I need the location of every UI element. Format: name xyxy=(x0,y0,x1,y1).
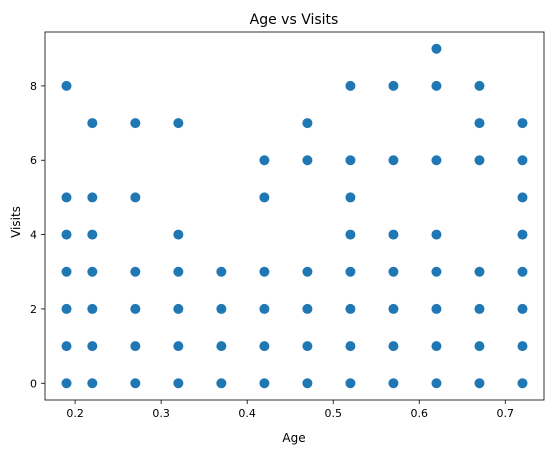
data-point xyxy=(517,155,528,166)
data-point xyxy=(431,266,442,277)
x-tick-label: 0.5 xyxy=(324,407,342,420)
data-point xyxy=(388,80,399,91)
chart-title: Age vs Visits xyxy=(250,12,339,28)
x-axis-label: Age xyxy=(282,431,305,445)
data-points xyxy=(61,43,528,389)
x-tick-label: 0.4 xyxy=(238,407,256,420)
plot-frame xyxy=(44,31,545,401)
data-point xyxy=(474,303,485,314)
x-tick-label: 0.2 xyxy=(66,407,84,420)
data-point xyxy=(431,378,442,389)
data-point xyxy=(302,155,313,166)
data-point xyxy=(517,341,528,352)
data-point xyxy=(130,118,141,129)
data-point xyxy=(474,155,485,166)
data-point xyxy=(259,378,270,389)
data-point xyxy=(259,303,270,314)
data-point xyxy=(431,303,442,314)
data-point xyxy=(61,266,72,277)
data-point xyxy=(216,341,227,352)
y-tick-label: 4 xyxy=(30,229,37,242)
data-point xyxy=(302,303,313,314)
data-point xyxy=(173,266,184,277)
data-point xyxy=(61,192,72,203)
data-point xyxy=(259,192,270,203)
data-point xyxy=(431,229,442,240)
data-point xyxy=(517,192,528,203)
data-point xyxy=(173,229,184,240)
x-tick-label: 0.6 xyxy=(411,407,429,420)
data-point xyxy=(517,229,528,240)
data-point xyxy=(61,378,72,389)
data-point xyxy=(130,303,141,314)
y-axis-label: Visits xyxy=(9,206,23,238)
data-point xyxy=(345,229,356,240)
data-point xyxy=(431,155,442,166)
data-point xyxy=(431,43,442,54)
data-point xyxy=(87,378,98,389)
data-point xyxy=(474,80,485,91)
y-tick-label: 0 xyxy=(30,377,37,390)
data-point xyxy=(474,378,485,389)
data-point xyxy=(61,80,72,91)
data-point xyxy=(302,378,313,389)
y-axis-ticks: 0 2 4 6 8 xyxy=(30,80,45,390)
data-point xyxy=(345,266,356,277)
y-tick-label: 8 xyxy=(30,80,37,93)
data-point xyxy=(87,192,98,203)
data-point xyxy=(388,266,399,277)
y-tick-label: 2 xyxy=(30,303,37,316)
data-point xyxy=(388,303,399,314)
data-point xyxy=(474,341,485,352)
data-point xyxy=(388,341,399,352)
data-point xyxy=(87,266,98,277)
data-point xyxy=(302,118,313,129)
x-tick-label: 0.7 xyxy=(497,407,515,420)
data-point xyxy=(345,155,356,166)
data-point xyxy=(216,303,227,314)
data-point xyxy=(87,341,98,352)
data-point xyxy=(61,229,72,240)
data-point xyxy=(259,155,270,166)
data-point xyxy=(130,341,141,352)
data-point xyxy=(259,341,270,352)
data-point xyxy=(431,341,442,352)
data-point xyxy=(130,192,141,203)
data-point xyxy=(173,341,184,352)
data-point xyxy=(388,229,399,240)
data-point xyxy=(388,378,399,389)
data-point xyxy=(61,341,72,352)
y-tick-label: 6 xyxy=(30,154,37,167)
data-point xyxy=(345,192,356,203)
data-point xyxy=(474,266,485,277)
x-tick-label: 0.3 xyxy=(152,407,170,420)
data-point xyxy=(130,266,141,277)
data-point xyxy=(345,80,356,91)
data-point xyxy=(388,155,399,166)
data-point xyxy=(173,303,184,314)
data-point xyxy=(302,341,313,352)
data-point xyxy=(61,303,72,314)
data-point xyxy=(517,378,528,389)
data-point xyxy=(517,266,528,277)
data-point xyxy=(173,118,184,129)
data-point xyxy=(87,303,98,314)
data-point xyxy=(173,378,184,389)
data-point xyxy=(87,118,98,129)
data-point xyxy=(517,118,528,129)
data-point xyxy=(517,303,528,314)
data-point xyxy=(474,118,485,129)
data-point xyxy=(431,80,442,91)
data-point xyxy=(259,266,270,277)
data-point xyxy=(345,303,356,314)
data-point xyxy=(345,378,356,389)
x-axis-ticks: 0.2 0.3 0.4 0.5 0.6 0.7 xyxy=(66,400,514,420)
data-point xyxy=(302,266,313,277)
data-point xyxy=(130,378,141,389)
data-point xyxy=(87,229,98,240)
data-point xyxy=(216,266,227,277)
data-point xyxy=(345,341,356,352)
data-point xyxy=(216,378,227,389)
